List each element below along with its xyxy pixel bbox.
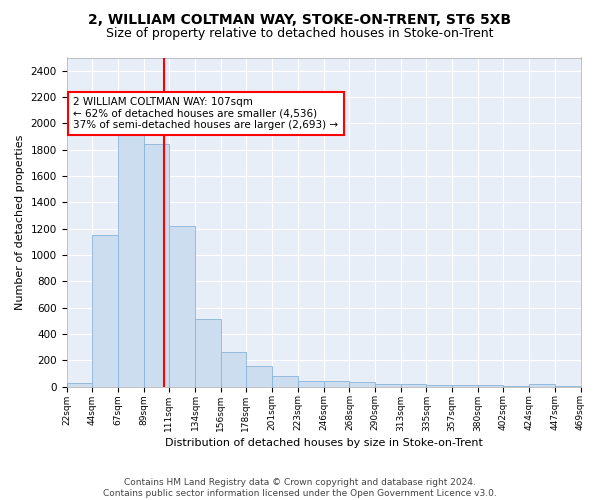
Bar <box>92 235 118 386</box>
Text: 2 WILLIAM COLTMAN WAY: 107sqm
← 62% of detached houses are smaller (4,536)
37% o: 2 WILLIAM COLTMAN WAY: 107sqm ← 62% of d… <box>73 97 338 130</box>
X-axis label: Distribution of detached houses by size in Stoke-on-Trent: Distribution of detached houses by size … <box>164 438 482 448</box>
Bar <box>67 382 92 386</box>
Bar <box>272 376 298 386</box>
Bar <box>118 130 143 386</box>
Bar <box>401 384 427 386</box>
Bar <box>349 382 374 386</box>
Y-axis label: Number of detached properties: Number of detached properties <box>15 134 25 310</box>
Bar <box>169 226 196 386</box>
Bar <box>529 384 555 386</box>
Bar <box>324 382 349 386</box>
Bar <box>221 352 246 386</box>
Bar <box>427 384 452 386</box>
Bar <box>452 385 478 386</box>
Bar <box>246 366 272 386</box>
Text: 2, WILLIAM COLTMAN WAY, STOKE-ON-TRENT, ST6 5XB: 2, WILLIAM COLTMAN WAY, STOKE-ON-TRENT, … <box>88 12 512 26</box>
Text: Size of property relative to detached houses in Stoke-on-Trent: Size of property relative to detached ho… <box>106 28 494 40</box>
Bar <box>143 144 169 386</box>
Bar <box>298 380 324 386</box>
Bar <box>374 384 401 386</box>
Bar <box>196 320 221 386</box>
Text: Contains HM Land Registry data © Crown copyright and database right 2024.
Contai: Contains HM Land Registry data © Crown c… <box>103 478 497 498</box>
